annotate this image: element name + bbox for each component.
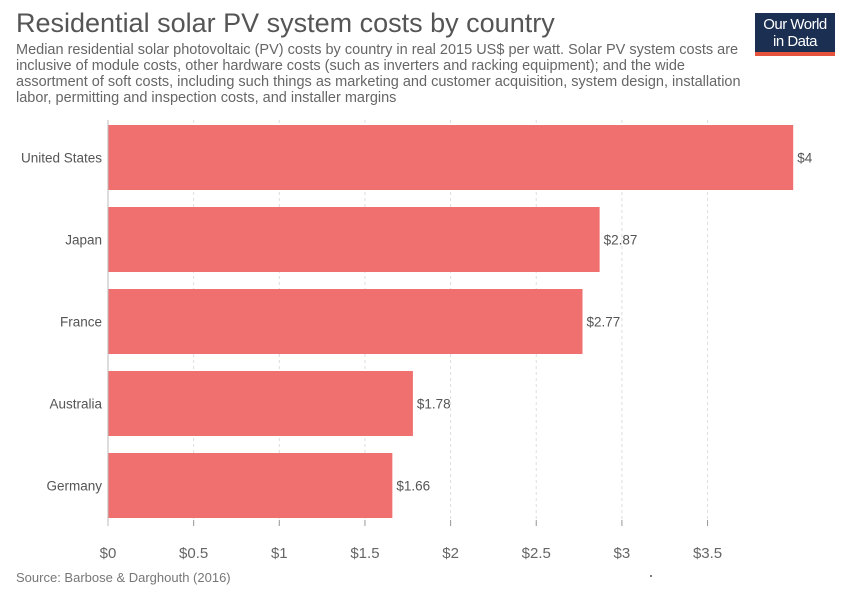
x-tick-label: $0 [100,545,117,562]
x-tick-label: $2.5 [522,545,551,562]
category-label: Germany [46,479,102,494]
x-tick-label: $0.5 [179,545,208,562]
bar[interactable] [108,453,393,518]
x-axis: $0 $0.5 $1 $1.5 $2 $2.5 $3 $3.5 [100,120,722,562]
category-label: Australia [49,397,102,412]
bar[interactable] [108,125,794,190]
dot-marker [650,575,652,577]
x-tick-label: $3.5 [693,545,722,562]
chart-subtitle: Median residential solar photovoltaic (P… [16,42,741,106]
bar[interactable] [108,207,600,272]
bar[interactable] [108,371,413,436]
value-label: $2.87 [604,233,638,248]
x-tick-label: $1 [271,545,288,562]
owid-logo[interactable]: Our World in Data [755,13,835,56]
logo-line-2: in Data [772,33,818,50]
bars: United States $4 Japan $2.87 France $2.77 Aust… [21,125,813,518]
category-label: Japan [65,233,102,248]
chart-title: Residential solar PV system costs by cou… [16,8,555,38]
category-label: United States [21,151,102,166]
x-tick-label: $1.5 [350,545,379,562]
value-label: $4 [797,151,813,166]
source-note: Source: Barbose & Darghouth (2016) [16,570,231,585]
value-label: $1.66 [396,479,430,494]
value-label: $2.77 [587,315,621,330]
bar[interactable] [108,289,583,354]
logo-line-1: Our World [763,16,827,33]
category-label: France [60,315,102,330]
x-tick-label: $3 [614,545,631,562]
value-label: $1.78 [417,397,451,412]
x-tick-label: $2 [442,545,459,562]
